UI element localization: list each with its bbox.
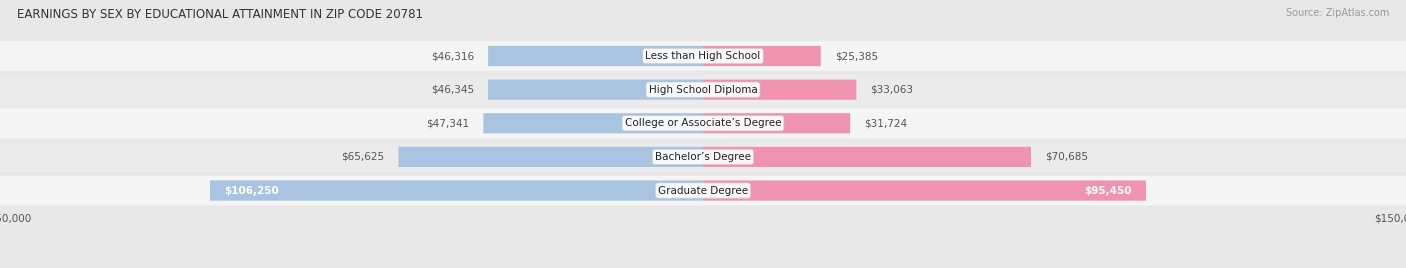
FancyBboxPatch shape: [484, 113, 703, 133]
Text: $70,685: $70,685: [1045, 152, 1088, 162]
FancyBboxPatch shape: [488, 46, 703, 66]
Text: $47,341: $47,341: [426, 118, 470, 128]
FancyBboxPatch shape: [0, 142, 1406, 172]
Text: Graduate Degree: Graduate Degree: [658, 185, 748, 196]
FancyBboxPatch shape: [0, 176, 1406, 205]
Text: $25,385: $25,385: [835, 51, 877, 61]
Text: Less than High School: Less than High School: [645, 51, 761, 61]
FancyBboxPatch shape: [209, 180, 703, 201]
Text: $33,063: $33,063: [870, 85, 914, 95]
Text: High School Diploma: High School Diploma: [648, 85, 758, 95]
FancyBboxPatch shape: [703, 113, 851, 133]
FancyBboxPatch shape: [0, 41, 1406, 71]
FancyBboxPatch shape: [488, 80, 703, 100]
Text: $106,250: $106,250: [224, 185, 278, 196]
FancyBboxPatch shape: [703, 180, 1146, 201]
Text: $46,316: $46,316: [432, 51, 474, 61]
Text: EARNINGS BY SEX BY EDUCATIONAL ATTAINMENT IN ZIP CODE 20781: EARNINGS BY SEX BY EDUCATIONAL ATTAINMEN…: [17, 8, 423, 21]
FancyBboxPatch shape: [0, 75, 1406, 105]
Text: $31,724: $31,724: [865, 118, 907, 128]
Text: $46,345: $46,345: [430, 85, 474, 95]
FancyBboxPatch shape: [703, 147, 1031, 167]
Text: Bachelor’s Degree: Bachelor’s Degree: [655, 152, 751, 162]
FancyBboxPatch shape: [0, 109, 1406, 138]
FancyBboxPatch shape: [703, 46, 821, 66]
FancyBboxPatch shape: [703, 80, 856, 100]
Text: $95,450: $95,450: [1084, 185, 1132, 196]
Text: $65,625: $65,625: [342, 152, 385, 162]
Text: College or Associate’s Degree: College or Associate’s Degree: [624, 118, 782, 128]
FancyBboxPatch shape: [398, 147, 703, 167]
Text: Source: ZipAtlas.com: Source: ZipAtlas.com: [1285, 8, 1389, 18]
